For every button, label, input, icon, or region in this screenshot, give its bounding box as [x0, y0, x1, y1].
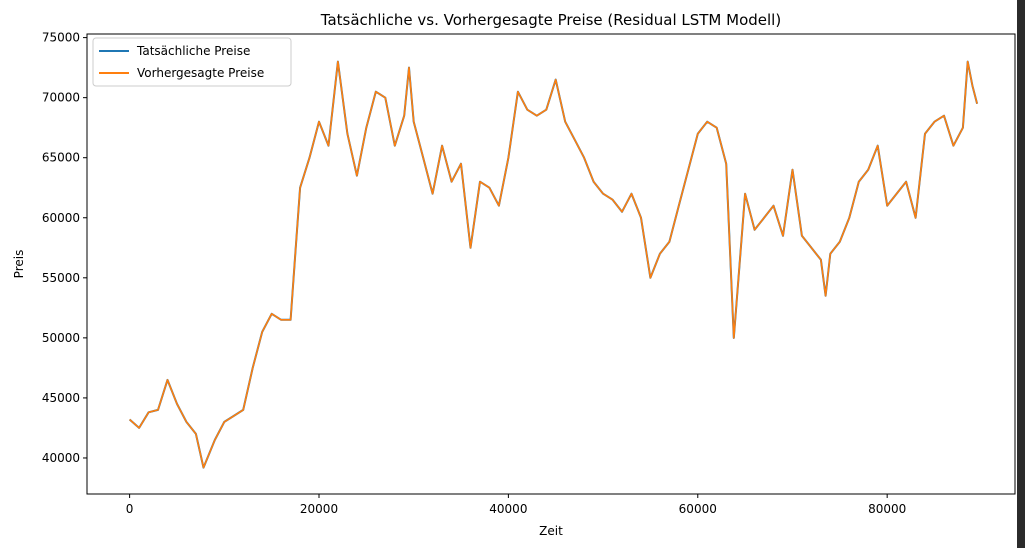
- series-line-predicted: [129, 60, 978, 469]
- x-tick-label: 20000: [300, 502, 338, 516]
- x-tick-label: 0: [126, 502, 134, 516]
- y-tick-label: 55000: [42, 271, 80, 285]
- x-tick-label: 40000: [489, 502, 527, 516]
- y-axis: 40000 45000 50000 55000 60000 65000 70000 75000: [42, 31, 87, 465]
- y-tick-label: 65000: [42, 151, 80, 165]
- y-tick-label: 40000: [42, 451, 80, 465]
- y-tick-label: 45000: [42, 391, 80, 405]
- legend-label-predicted: Vorhergesagte Preise: [137, 66, 264, 80]
- series-layer: [128, 60, 979, 469]
- plot-frame: [86, 33, 1016, 495]
- y-tick-label: 50000: [42, 331, 80, 345]
- x-axis-title: Zeit: [539, 524, 563, 538]
- legend-label-actual: Tatsächliche Preise: [136, 44, 250, 58]
- x-axis: 0 20000 40000 60000 80000: [126, 494, 906, 516]
- y-tick-label: 75000: [42, 31, 80, 45]
- series-line-actual: [128, 60, 979, 469]
- legend: Tatsächliche Preise Vorhergesagte Preise: [92, 37, 292, 87]
- legend-box: [92, 37, 292, 87]
- y-axis-title: Preis: [12, 250, 26, 279]
- x-tick-label: 80000: [868, 502, 906, 516]
- x-tick-label: 60000: [679, 502, 717, 516]
- y-tick-label: 70000: [42, 91, 80, 105]
- chart-title: Tatsächliche vs. Vorhergesagte Preise (R…: [320, 11, 781, 29]
- y-tick-label: 60000: [42, 211, 80, 225]
